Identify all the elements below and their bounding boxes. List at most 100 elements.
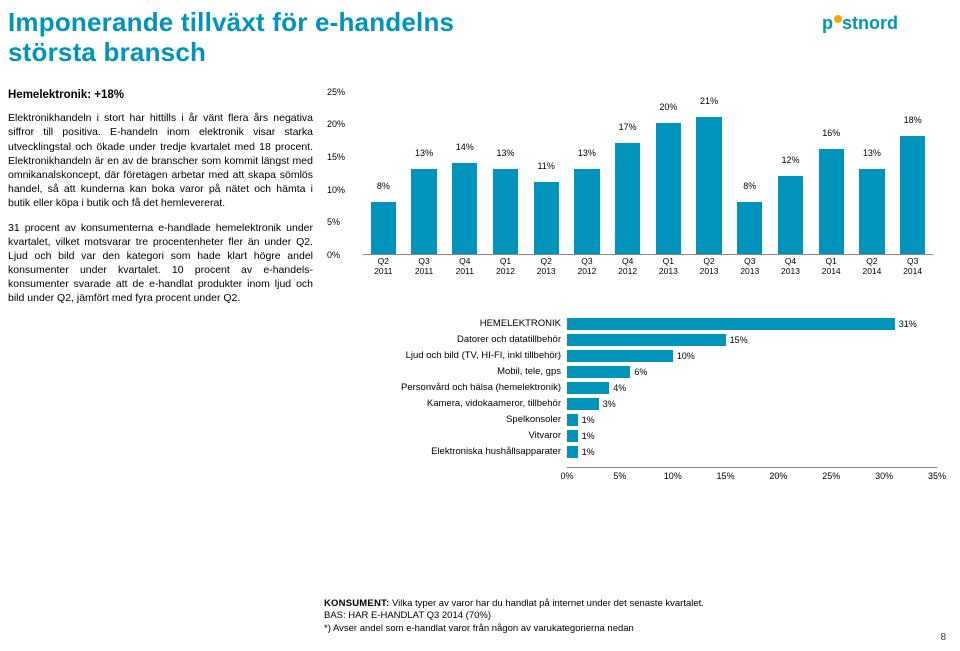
hbar-row: Ljud och bild (TV, HI-FI, inkl tillbehör… <box>327 349 937 363</box>
column-chart: 8%13%14%13%11%13%17%20%21%8%12%16%13%18%… <box>327 88 937 283</box>
column-chart-ytick: 0% <box>327 250 340 260</box>
hbar-chart: 0%5%10%15%20%25%30%35% HEMELEKTRONIK31%D… <box>327 311 937 485</box>
column-chart-ytick: 15% <box>327 152 345 162</box>
hbar-xtick: 15% <box>717 471 735 481</box>
hbar-value: 1% <box>582 431 595 441</box>
column-chart-xcat: Q12013 <box>659 257 678 277</box>
column-bar <box>534 182 559 254</box>
column-chart-xcat: Q32014 <box>903 257 922 277</box>
footnote: KONSUMENT: Vilka typer av varor har du h… <box>324 598 704 635</box>
logo: p stnord <box>822 12 942 41</box>
postnord-logo-icon: p stnord <box>822 12 942 36</box>
hbar-track: 1% <box>567 413 937 427</box>
column-chart-ytick: 5% <box>327 217 340 227</box>
column-bar <box>900 136 925 253</box>
hbar-value: 6% <box>634 367 647 377</box>
column-chart-ytick: 10% <box>327 185 345 195</box>
column-bar-label: 11% <box>538 161 555 171</box>
column-bar-label: 12% <box>781 155 799 165</box>
footnote-base: BAS: HAR E-HANDLAT Q3 2014 (70%) <box>324 610 704 622</box>
hbar-row: Vitvaror 1% <box>327 429 937 443</box>
column-bar-label: 16% <box>822 128 840 138</box>
hbar-track: 10% <box>567 349 937 363</box>
column-bar <box>371 202 396 254</box>
column-bar-label: 13% <box>863 148 881 158</box>
column-chart-plot: 8%13%14%13%11%13%17%20%21%8%12%16%13%18% <box>363 92 933 255</box>
hbar-value: 4% <box>613 383 626 393</box>
hbar-value: 31% <box>899 319 917 329</box>
hbar-bar <box>567 398 599 410</box>
paragraph: Elektronikhandeln i stort har hittills i… <box>8 111 313 210</box>
hbar-label: Vitvaror <box>327 430 567 441</box>
hbar-label: Ljud och bild (TV, HI-FI, inkl tillbehör… <box>327 350 567 361</box>
column-chart-xcat: Q32013 <box>740 257 759 277</box>
hbar-bar <box>567 446 578 458</box>
hbar-value: 3% <box>603 399 616 409</box>
column-chart-xcat: Q22014 <box>862 257 881 277</box>
hbar-xtick: 30% <box>875 471 893 481</box>
hbar-label: Elektroniska hushållsapparater <box>327 446 567 457</box>
column-bar-label: 13% <box>496 148 514 158</box>
hbar-label: Mobil, tele, gps <box>327 366 567 377</box>
hbar-track: 1% <box>567 445 937 459</box>
subsection-heading: Hemelektronik: +18% <box>8 88 313 104</box>
hbar-row: Datorer och datatillbehör 15% <box>327 333 937 347</box>
hbar-label: Datorer och datatillbehör <box>327 334 567 345</box>
footnote-note: *) Avser andel som e-handlat varor från … <box>324 623 704 635</box>
hbar-bar <box>567 366 630 378</box>
hbar-xtick: 20% <box>769 471 787 481</box>
body-text: Hemelektronik: +18% Elektronikhandeln i … <box>8 88 313 485</box>
hbar-value: 1% <box>582 447 595 457</box>
hbar-label: Kamera, vidokaameror, tillbehör <box>327 398 567 409</box>
hbar-value: 10% <box>677 351 695 361</box>
column-chart-xcat: Q42013 <box>781 257 800 277</box>
logo-word2: stnord <box>842 13 898 33</box>
column-bar-label: 13% <box>415 148 433 158</box>
column-chart-xaxis: Q22011Q32011Q42011Q12012Q22013Q32012Q420… <box>363 257 933 283</box>
hbar-value: 15% <box>730 335 748 345</box>
column-chart-ytick: 25% <box>327 87 345 97</box>
column-bar <box>656 123 681 253</box>
hbar-bar <box>567 382 609 394</box>
hbar-bar <box>567 350 673 362</box>
column-chart-xcat: Q12012 <box>496 257 515 277</box>
title-line1: Imponerande tillväxt för e-handelns <box>8 7 454 37</box>
column-bar-label: 8% <box>743 181 756 191</box>
page-number: 8 <box>940 632 946 643</box>
hbar-label: Personvård och hälsa (hemelektronik) <box>327 382 567 393</box>
column-bar <box>859 169 884 254</box>
paragraph: 31 procent av konsumenterna e-handlade h… <box>8 221 313 306</box>
footnote-label: KONSUMENT: <box>324 598 389 609</box>
hbar-bar <box>567 414 578 426</box>
column-bar <box>615 143 640 254</box>
column-chart-xcat: Q12014 <box>822 257 841 277</box>
column-bar <box>452 163 477 254</box>
logo-word: p <box>822 13 833 33</box>
hbar-row: Spelkonsoler 1% <box>327 413 937 427</box>
column-chart-xcat: Q32012 <box>577 257 596 277</box>
hbar-track: 3% <box>567 397 937 411</box>
column-chart-xcat: Q22013 <box>537 257 556 277</box>
hbar-value: 1% <box>582 415 595 425</box>
hbar-chart-xaxis: 0%5%10%15%20%25%30%35% <box>567 467 937 485</box>
hbar-xtick: 5% <box>613 471 626 481</box>
hbar-row: Personvård och hälsa (hemelektronik) 4% <box>327 381 937 395</box>
column-bar <box>574 169 599 254</box>
column-bar <box>737 202 762 254</box>
page-title: Imponerande tillväxt för e-handelns stör… <box>8 8 454 68</box>
hbar-track: 31% <box>567 317 937 331</box>
column-bar-label: 14% <box>456 142 474 152</box>
column-bar <box>411 169 436 254</box>
column-chart-xcat: Q22011 <box>374 257 392 277</box>
column-bar-label: 17% <box>619 122 637 132</box>
hbar-track: 6% <box>567 365 937 379</box>
column-bar-label: 13% <box>578 148 596 158</box>
hbar-bar <box>567 334 726 346</box>
hbar-xtick: 10% <box>664 471 682 481</box>
hbar-xtick: 0% <box>560 471 573 481</box>
logo-dot-icon <box>834 15 842 23</box>
hbar-label: Spelkonsoler <box>327 414 567 425</box>
column-bar-label: 21% <box>700 96 718 106</box>
hbar-row: HEMELEKTRONIK31% <box>327 317 937 331</box>
column-bar-label: 8% <box>377 181 390 191</box>
